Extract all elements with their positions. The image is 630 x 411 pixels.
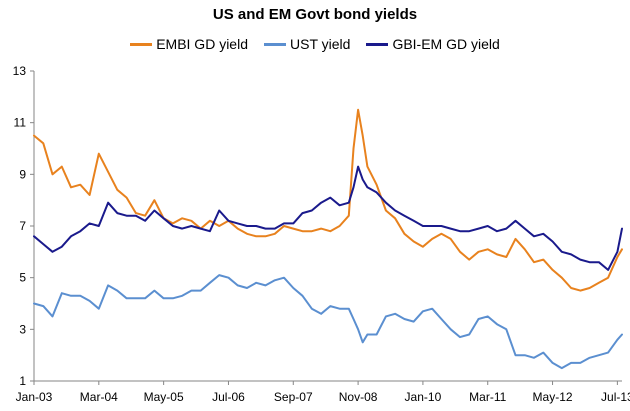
legend-swatch-embi [130,42,153,46]
legend-swatch-ust [264,42,286,46]
legend-item-gbiem: GBI-EM GD yield [366,36,500,52]
legend: EMBI GD yield UST yield GBI-EM GD yield [0,36,630,52]
x-tick-label: Nov-08 [339,390,378,404]
x-tick-label: Sep-07 [274,390,313,404]
x-tick-label: Jul-06 [212,390,245,404]
x-tick-label: May-12 [533,390,573,404]
y-tick-label: 3 [19,322,26,336]
y-tick-label: 7 [19,219,26,233]
y-tick-label: 5 [19,271,26,285]
legend-label-gbiem: GBI-EM GD yield [392,36,500,52]
x-tick-label: Mar-04 [80,390,118,404]
legend-swatch-gbiem [366,42,389,46]
legend-label-embi: EMBI GD yield [156,36,248,52]
series-line-0 [33,108,623,292]
y-tick-label: 9 [19,167,26,181]
y-tick-label: 1 [19,374,26,388]
x-tick-label: Jan-03 [16,390,53,404]
x-tick-label: Jul-13 [601,390,630,404]
legend-item-ust: UST yield [264,36,350,52]
series-line-1 [33,274,623,370]
y-tick-label: 11 [14,116,27,130]
x-tick-label: Mar-11 [469,390,506,404]
y-tick-label: 13 [13,64,27,78]
x-tick-label: Jan-10 [405,390,442,404]
chart-title: US and EM Govt bond yields [212,6,418,23]
legend-item-embi: EMBI GD yield [130,36,248,52]
x-tick-label: May-05 [144,390,184,404]
series-line-2 [33,165,623,271]
legend-label-ust: UST yield [290,36,351,52]
